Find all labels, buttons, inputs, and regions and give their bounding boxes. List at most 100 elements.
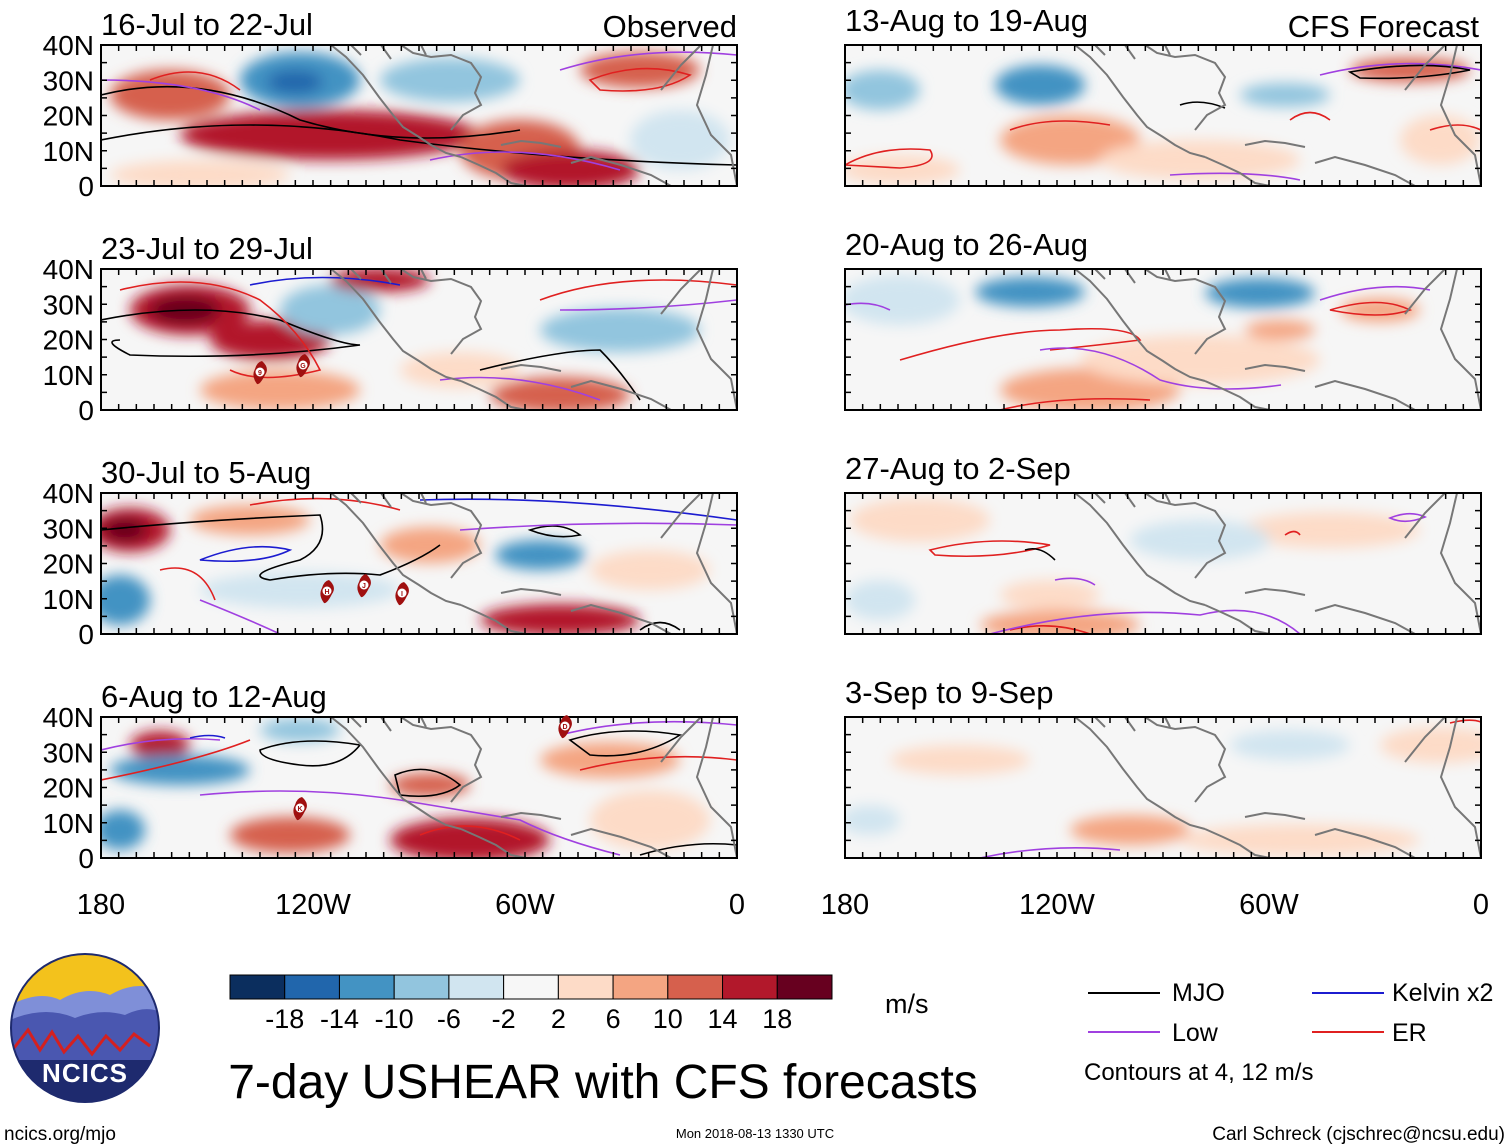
legend-label-low: Low bbox=[1172, 1019, 1219, 1047]
map-panel-forecast-3 bbox=[845, 493, 1481, 634]
legend-label-er: ER bbox=[1392, 1019, 1427, 1047]
map-panel-forecast-2 bbox=[845, 269, 1481, 410]
panel-period-fcst-3: 27-Aug to 2-Sep bbox=[845, 451, 1071, 486]
colorbar-label: -18 bbox=[265, 1004, 304, 1034]
colorbar-swatch bbox=[503, 974, 559, 1000]
lat-label-2-1: 30N bbox=[43, 513, 94, 544]
footer-credit: Carl Schreck (cjschrec@ncsu.edu) bbox=[1212, 1124, 1505, 1145]
footer-timestamp: Mon 2018-08-13 1330 UTC bbox=[676, 1126, 834, 1141]
lon-label-120w-left: 120W bbox=[275, 889, 351, 921]
lon-label-120w-right: 120W bbox=[1019, 889, 1095, 921]
lon-label-180-left: 180 bbox=[77, 889, 125, 921]
lat-label-2-3: 10N bbox=[43, 584, 94, 615]
panel-period-obs-3: 30-Jul to 5-Aug bbox=[101, 455, 311, 490]
figure-title: 7-day USHEAR with CFS forecasts bbox=[228, 1056, 978, 1109]
svg-text:H: H bbox=[324, 589, 329, 596]
map-panel-observed-3 bbox=[101, 493, 737, 634]
lat-label-1-3: 10N bbox=[43, 360, 94, 391]
colorbar-swatch bbox=[448, 974, 505, 1000]
lat-label-2-0: 40N bbox=[43, 478, 94, 509]
colorbar-label: -14 bbox=[320, 1004, 359, 1034]
colorbar-label: -6 bbox=[437, 1004, 461, 1034]
map-panel-observed-2 bbox=[101, 269, 737, 410]
lat-label-2-4: 0 bbox=[78, 619, 94, 650]
colorbar-label: 18 bbox=[762, 1004, 792, 1034]
colorbar-label: -10 bbox=[375, 1004, 414, 1034]
svg-text:G: G bbox=[300, 363, 306, 370]
svg-text:I: I bbox=[401, 591, 403, 598]
storm-marker: J bbox=[357, 574, 371, 598]
lon-label-60w-left: 60W bbox=[495, 889, 555, 921]
lon-labels: 180 120W 60W 0 180 120W 60W 0 bbox=[77, 889, 1489, 921]
legend-label-mjo: MJO bbox=[1172, 979, 1225, 1007]
lat-label-3-3: 10N bbox=[43, 808, 94, 839]
legend: MJO Kelvin x2 Low ER Contours at 4, 12 m… bbox=[1084, 979, 1493, 1086]
storm-markers: 9 G H J I D K bbox=[253, 354, 572, 821]
lon-label-60w-right: 60W bbox=[1239, 889, 1299, 921]
colorbar-swatch bbox=[776, 974, 833, 1000]
lat-label-0-1: 30N bbox=[43, 65, 94, 96]
map-panel-observed-1 bbox=[101, 45, 737, 186]
svg-text:K: K bbox=[297, 806, 302, 813]
lon-label-0-left: 0 bbox=[729, 889, 745, 921]
forecast-label: CFS Forecast bbox=[1288, 9, 1480, 44]
colorbar-swatch bbox=[393, 974, 450, 1000]
panel-period-fcst-2: 20-Aug to 26-Aug bbox=[845, 227, 1088, 262]
colorbar-swatch bbox=[612, 974, 669, 1000]
lon-label-0-right: 0 bbox=[1473, 889, 1489, 921]
svg-text:J: J bbox=[362, 583, 366, 590]
colorbar-label: 2 bbox=[551, 1004, 566, 1034]
lat-label-3-2: 20N bbox=[43, 773, 94, 804]
ncics-logo: NCICS bbox=[10, 953, 160, 1103]
colorbar-label: 10 bbox=[653, 1004, 683, 1034]
colorbar-swatch bbox=[229, 974, 286, 1000]
colorbar-label: 14 bbox=[708, 1004, 738, 1034]
panel-frames bbox=[100, 44, 1482, 859]
lat-label-1-1: 30N bbox=[43, 289, 94, 320]
lon-label-180-right: 180 bbox=[821, 889, 869, 921]
storm-marker: K bbox=[293, 797, 307, 821]
panel-period-obs-2: 23-Jul to 29-Jul bbox=[101, 231, 313, 266]
legend-contour-note: Contours at 4, 12 m/s bbox=[1084, 1059, 1313, 1086]
lat-label-2-2: 20N bbox=[43, 549, 94, 580]
storm-marker: D bbox=[558, 715, 572, 739]
lat-label-1-4: 0 bbox=[78, 395, 94, 426]
colorbar bbox=[229, 974, 833, 1000]
lat-label-1-0: 40N bbox=[43, 254, 94, 285]
lat-label-0-4: 0 bbox=[78, 171, 94, 202]
map-panel-observed-4 bbox=[101, 717, 737, 858]
colorbar-swatch bbox=[284, 974, 340, 1000]
observed-label: Observed bbox=[603, 9, 737, 44]
legend-label-kelvin: Kelvin x2 bbox=[1392, 979, 1493, 1007]
lat-label-0-0: 40N bbox=[43, 30, 94, 61]
colorbar-swatch bbox=[338, 974, 395, 1000]
lat-label-3-4: 0 bbox=[78, 843, 94, 874]
svg-text:D: D bbox=[562, 724, 567, 731]
colorbar-label: 6 bbox=[606, 1004, 621, 1034]
lat-label-3-0: 40N bbox=[43, 702, 94, 733]
logo-text: NCICS bbox=[42, 1058, 128, 1088]
colorbar-swatch bbox=[557, 974, 614, 1000]
panel-period-fcst-1: 13-Aug to 19-Aug bbox=[845, 3, 1088, 38]
colorbar-label: -2 bbox=[492, 1004, 516, 1034]
coastline-layer bbox=[330, 44, 1482, 859]
colorbar-swatch bbox=[722, 974, 778, 1000]
storm-marker: I bbox=[395, 582, 409, 606]
map-panel-forecast-1 bbox=[845, 45, 1481, 186]
lat-labels: 40N 30N 20N 10N 0 40N 30N 20N 10N 0 40N 30N 20N 10N 0 4… bbox=[43, 30, 94, 874]
storm-marker: G bbox=[296, 354, 310, 378]
lat-label-0-2: 20N bbox=[43, 101, 94, 132]
lat-label-3-1: 30N bbox=[43, 737, 94, 768]
colorbar-labels: -18 -14 -10 -6 -2 2 6 10 14 18 bbox=[265, 1004, 792, 1034]
panel-period-obs-4: 6-Aug to 12-Aug bbox=[101, 679, 327, 714]
lat-label-0-3: 10N bbox=[43, 136, 94, 167]
units-label: m/s bbox=[885, 989, 929, 1019]
storm-marker: 9 bbox=[253, 361, 267, 385]
svg-text:9: 9 bbox=[258, 370, 262, 377]
panel-period-obs-1: 16-Jul to 22-Jul bbox=[101, 7, 313, 42]
map-panel-forecast-4 bbox=[845, 717, 1481, 858]
colorbar-swatch bbox=[667, 974, 724, 1000]
panel-period-fcst-4: 3-Sep to 9-Sep bbox=[845, 675, 1054, 710]
footer-left-link[interactable]: ncics.org/mjo bbox=[4, 1124, 116, 1145]
